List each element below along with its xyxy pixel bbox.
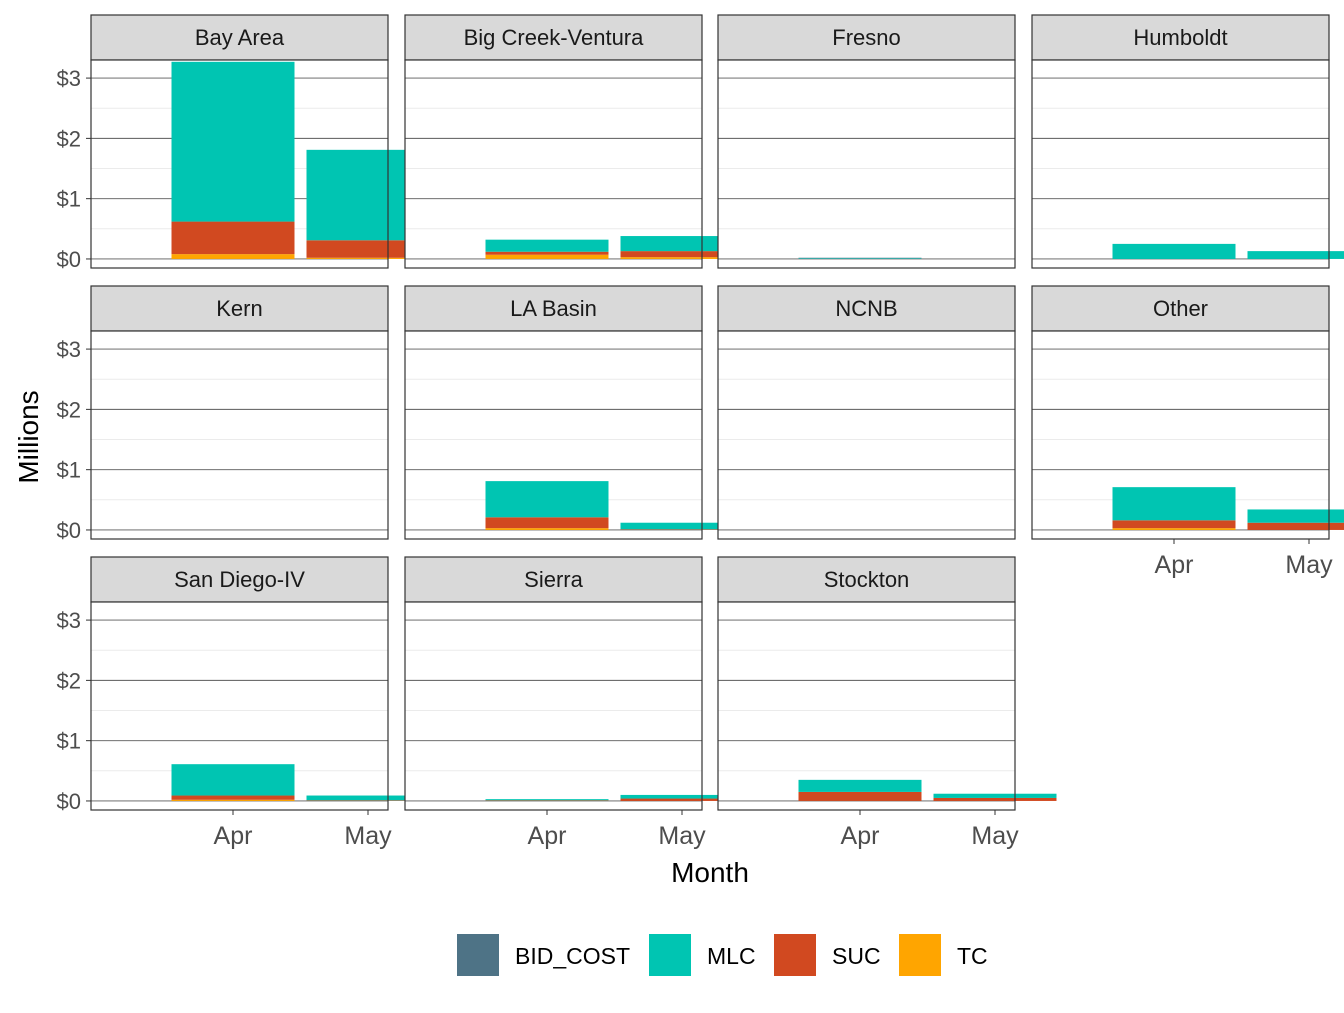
y-tick-label: $1 bbox=[57, 458, 81, 483]
panel-bg-humboldt bbox=[1032, 60, 1329, 268]
bar-san-diego-iv-apr-suc bbox=[172, 796, 295, 800]
legend-swatch-tc bbox=[899, 934, 941, 976]
facet-title-fresno: Fresno bbox=[832, 25, 900, 50]
y-axis-title: Millions bbox=[13, 390, 44, 483]
x-tick-label: Apr bbox=[528, 822, 567, 850]
x-tick-label: May bbox=[1285, 551, 1333, 579]
bar-la-basin-apr-mlc bbox=[486, 481, 609, 517]
bar-fresno-apr-bid-cost bbox=[799, 258, 922, 259]
bar-stockton-may-suc bbox=[934, 798, 1057, 801]
x-tick-label: May bbox=[658, 822, 706, 850]
bar-fresno-apr-mlc bbox=[799, 258, 922, 259]
y-tick-label: $2 bbox=[57, 126, 81, 151]
bar-big-creek-ventura-apr-suc bbox=[486, 252, 609, 255]
legend-swatch-suc bbox=[774, 934, 816, 976]
facet-title-san-diego-iv: San Diego-IV bbox=[174, 567, 305, 592]
legend-label-mlc: MLC bbox=[707, 943, 756, 969]
y-tick-label: $2 bbox=[57, 397, 81, 422]
bar-big-creek-ventura-apr-mlc bbox=[486, 240, 609, 252]
panel-bg-sierra bbox=[405, 602, 702, 810]
legend-swatch-mlc bbox=[649, 934, 691, 976]
bar-stockton-apr-suc bbox=[799, 792, 922, 801]
bar-san-diego-iv-apr-tc bbox=[172, 800, 295, 801]
bar-stockton-may-mlc bbox=[934, 794, 1057, 798]
bar-other-apr-tc bbox=[1113, 528, 1236, 530]
bar-sierra-apr-mlc bbox=[486, 799, 609, 800]
panel-bg-kern bbox=[91, 331, 388, 539]
bar-stockton-apr-mlc bbox=[799, 780, 922, 792]
y-tick-label: $0 bbox=[57, 247, 81, 272]
bar-bay-area-apr-tc bbox=[172, 254, 295, 259]
x-tick-label: Apr bbox=[1155, 551, 1194, 579]
facet-title-la-basin: LA Basin bbox=[510, 296, 597, 321]
y-tick-label: $3 bbox=[57, 608, 81, 633]
legend-label-tc: TC bbox=[957, 943, 988, 969]
bar-big-creek-ventura-apr-tc bbox=[486, 255, 609, 259]
bar-sierra-apr-suc bbox=[486, 800, 609, 801]
y-tick-label: $3 bbox=[57, 337, 81, 362]
y-tick-label: $0 bbox=[57, 789, 81, 814]
y-tick-label: $2 bbox=[57, 668, 81, 693]
bar-san-diego-iv-apr-mlc bbox=[172, 764, 295, 795]
bar-la-basin-apr-suc bbox=[486, 517, 609, 528]
legend-swatch-bid-cost bbox=[457, 934, 499, 976]
facet-title-humboldt: Humboldt bbox=[1133, 25, 1227, 50]
y-tick-label: $3 bbox=[57, 66, 81, 91]
bar-other-apr-suc bbox=[1113, 520, 1236, 528]
facet-title-ncnb: NCNB bbox=[835, 296, 897, 321]
x-tick-label: Apr bbox=[841, 822, 880, 850]
panel-bg-fresno bbox=[718, 60, 1015, 268]
x-tick-label: Apr bbox=[214, 822, 253, 850]
facet-title-kern: Kern bbox=[216, 296, 262, 321]
facet-title-big-creek-ventura: Big Creek-Ventura bbox=[464, 25, 645, 50]
facet-title-sierra: Sierra bbox=[524, 567, 583, 592]
y-tick-label: $1 bbox=[57, 187, 81, 212]
bar-bay-area-apr-suc bbox=[172, 222, 295, 255]
facet-title-bay-area: Bay Area bbox=[195, 25, 285, 50]
panel-bg-ncnb bbox=[718, 331, 1015, 539]
y-tick-label: $0 bbox=[57, 518, 81, 543]
x-tick-label: May bbox=[971, 822, 1019, 850]
y-tick-label: $1 bbox=[57, 729, 81, 754]
x-axis-title: Month bbox=[671, 857, 749, 888]
bar-humboldt-apr-mlc bbox=[1113, 244, 1236, 259]
bar-bay-area-apr-mlc bbox=[172, 62, 295, 222]
legend-label-bid-cost: BID_COST bbox=[515, 943, 630, 969]
panel-bg-stockton bbox=[718, 602, 1015, 810]
legend-label-suc: SUC bbox=[832, 943, 881, 969]
bar-other-apr-mlc bbox=[1113, 487, 1236, 520]
bar-la-basin-apr-tc bbox=[486, 528, 609, 530]
x-tick-label: May bbox=[344, 822, 392, 850]
facet-title-stockton: Stockton bbox=[824, 567, 910, 592]
facet-title-other: Other bbox=[1153, 296, 1208, 321]
